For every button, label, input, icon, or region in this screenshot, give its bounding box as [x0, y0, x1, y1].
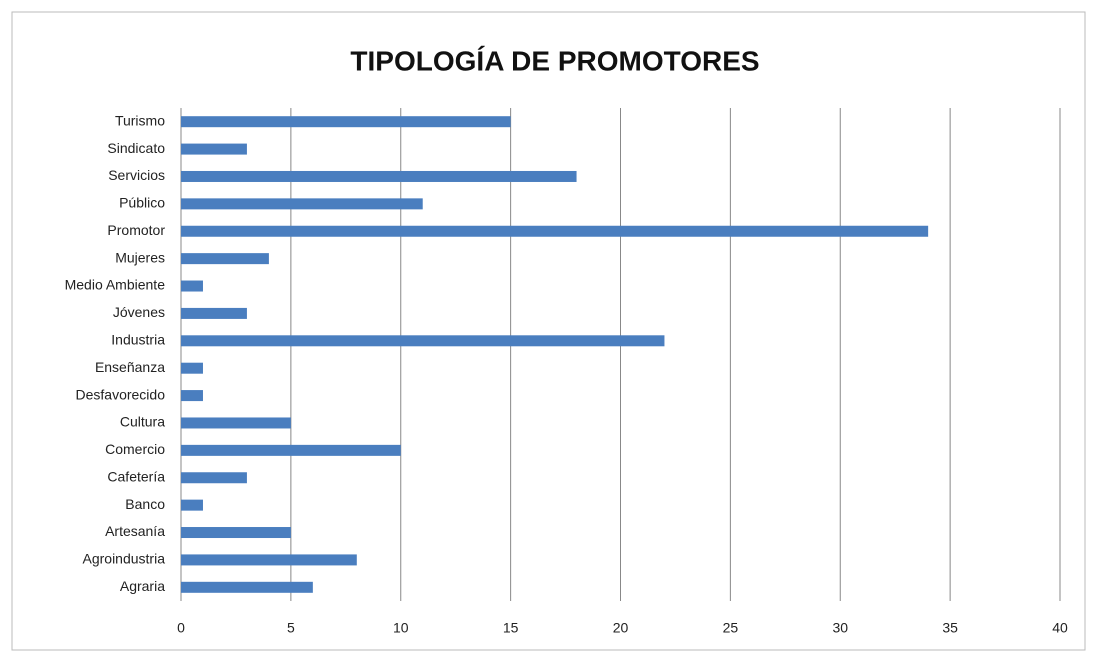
bar — [181, 554, 357, 566]
bar — [181, 527, 291, 539]
bar — [181, 143, 247, 155]
y-tick-label: Medio Ambiente — [65, 277, 166, 293]
bar — [181, 581, 313, 593]
bar — [181, 116, 511, 128]
y-tick-label: Artesanía — [105, 523, 165, 539]
x-tick-label: 15 — [503, 620, 519, 636]
y-tick-label: Banco — [125, 496, 165, 512]
x-tick-label: 20 — [613, 620, 629, 636]
y-tick-label: Agroindustria — [83, 551, 166, 567]
x-tick-label: 5 — [287, 620, 295, 636]
y-tick-label: Comercio — [105, 441, 165, 457]
x-tick-label: 25 — [723, 620, 739, 636]
y-tick-label: Cafetería — [107, 468, 165, 484]
y-tick-label: Promotor — [107, 222, 165, 238]
y-tick-label: Servicios — [108, 167, 165, 183]
y-tick-label: Enseñanza — [95, 359, 165, 375]
bar — [181, 198, 423, 210]
bar — [181, 307, 247, 319]
chart-border — [11, 11, 1086, 651]
bar — [181, 444, 401, 456]
bar — [181, 499, 203, 511]
x-tick-label: 10 — [393, 620, 409, 636]
y-tick-label: Sindicato — [107, 140, 165, 156]
bar — [181, 417, 291, 429]
bar — [181, 225, 929, 237]
bar — [181, 472, 247, 484]
bar — [181, 390, 203, 402]
bar — [181, 170, 577, 182]
y-tick-label: Cultura — [120, 414, 165, 430]
chart-title: TIPOLOGÍA DE PROMOTORES — [350, 45, 759, 76]
y-tick-label: Industria — [111, 332, 165, 348]
y-tick-label: Público — [119, 195, 165, 211]
bar — [181, 280, 203, 292]
bar — [181, 253, 269, 265]
y-tick-label: Desfavorecido — [76, 386, 166, 402]
bar — [181, 362, 203, 374]
y-tick-label: Agraria — [120, 578, 165, 594]
y-tick-label: Turismo — [115, 112, 165, 128]
x-tick-label: 40 — [1052, 620, 1068, 636]
x-tick-label: 0 — [177, 620, 185, 636]
y-tick-label: Jóvenes — [113, 304, 165, 320]
x-tick-label: 30 — [832, 620, 848, 636]
bar — [181, 335, 665, 347]
y-tick-label: Mujeres — [115, 249, 165, 265]
x-tick-label: 35 — [942, 620, 958, 636]
